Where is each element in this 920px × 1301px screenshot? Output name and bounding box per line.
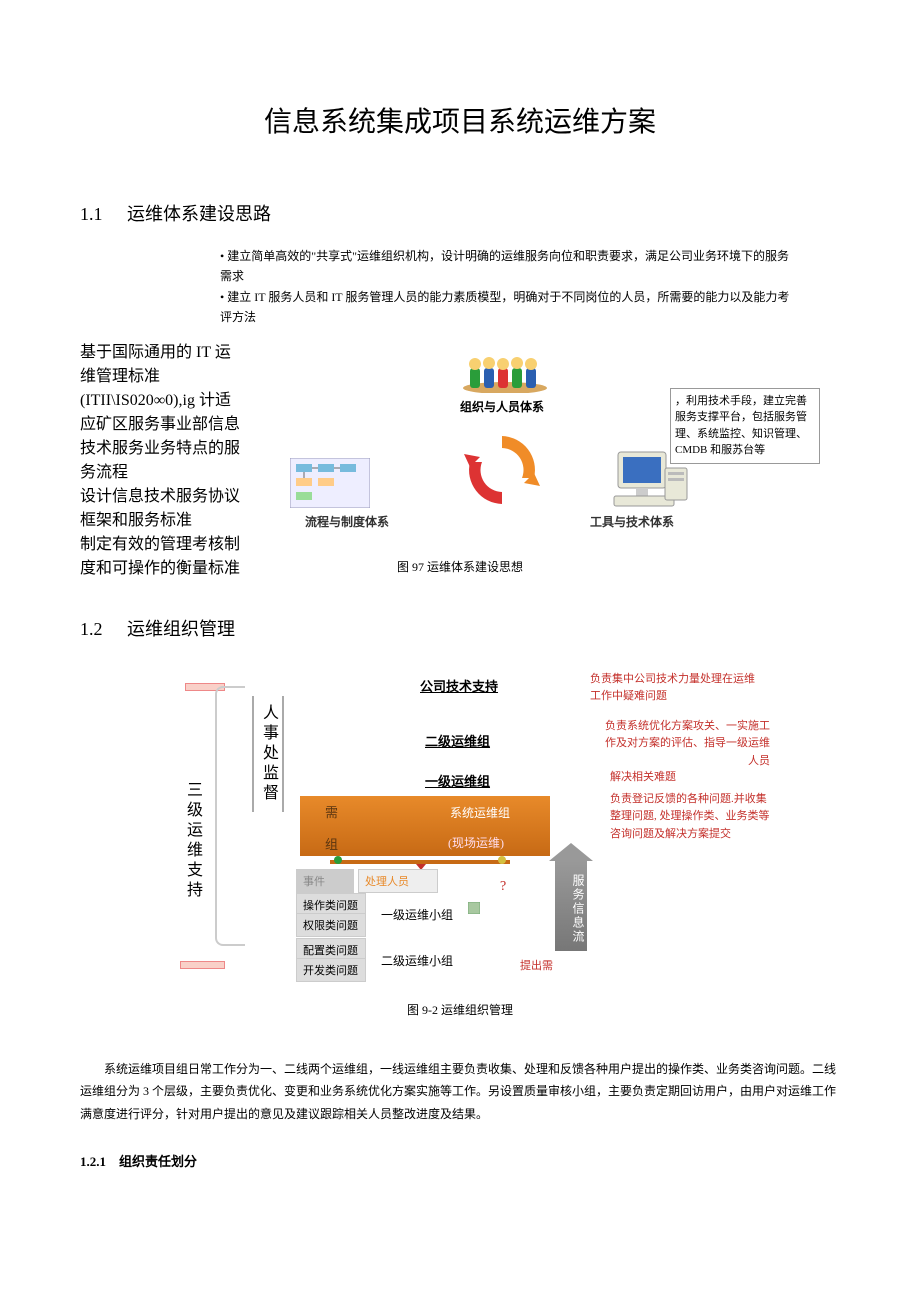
section-1-2-num: 1.2 [80, 619, 103, 639]
fig97-process-label: 流程与制度体系 [305, 513, 389, 530]
orange-ops-box: 需 系统运维组 组 (现场运维) [300, 796, 550, 856]
question-mark-icon: ? [500, 879, 506, 895]
section-1-2-heading: 1.2 运维组织管理 [80, 615, 840, 641]
cell-perm: 权限类问题 [296, 913, 366, 937]
section-1-1-num: 1.1 [80, 204, 103, 224]
bracket-icon [215, 686, 245, 946]
service-flow-arrow: 服务信息流 [555, 861, 587, 951]
bullet-item: 建立简单高效的"共享式"运维组织机构，设计明确的运维服务向位和职责要求，满足公司… [220, 246, 800, 287]
bullet-list: 建立简单高效的"共享式"运维组织机构，设计明确的运维服务向位和职责要求，满足公司… [220, 246, 800, 328]
cell-processor: 处理人员 [358, 869, 438, 893]
section-1-2-1-num: 1.2.1 [80, 1154, 106, 1169]
orange-text-4: (现场运维) [448, 834, 504, 851]
bullet-item: 建立 IT 服务人员和 IT 服务管理人员的能力素质模型，明确对于不同岗位的人员… [220, 287, 800, 328]
fig97-left-textbox: 基于国际通用的 IT 运维管理标准 (ITII\IS020∞0),ig 计适应矿… [80, 338, 240, 578]
square-icon [468, 901, 480, 919]
orange-text-2: 系统运维组 [450, 804, 510, 821]
process-diagram-icon [290, 458, 370, 513]
vt-three-tier: 三级运维支持 [180, 781, 204, 901]
fig97-org-label: 组织与人员体系 [460, 398, 544, 415]
cell-dev: 开发类问题 [296, 958, 366, 982]
tier-level2: 二级运维组 [425, 731, 490, 750]
section-1-1-title: 运维体系建设思路 [127, 204, 271, 224]
people-icon [460, 348, 550, 398]
cell-team1: 一级运维小组 [375, 903, 465, 926]
figure-97: 基于国际通用的 IT 运维管理标准 (ITII\IS020∞0),ig 计适应矿… [80, 338, 840, 548]
vt-hr-supervise: 人事处监督 [252, 696, 284, 812]
demand-text: 提出需 [520, 957, 553, 973]
orange-text-1: 需 [325, 802, 338, 821]
section-1-1-heading: 1.1 运维体系建设思路 [80, 200, 840, 226]
red-note-1: 负责系统优化方案攻关、一实施工作及对方案的评估、指导一级运维人员 [600, 718, 770, 771]
red-note-2: 解决相关难题 [610, 769, 750, 787]
red-note-3: 负责登记反馈的各种问题.并收集整理问题, 处理操作类、业务类等咨询问题及解决方案… [610, 791, 770, 844]
red-note-0: 负责集中公司技术力量处理在运维工作中疑难问题 [590, 671, 760, 706]
orange-text-3: 组 [325, 834, 338, 853]
section-1-2-title: 运维组织管理 [127, 619, 235, 639]
cell-team2: 二级运维小组 [375, 949, 465, 972]
cell-event: 事件 [296, 869, 354, 893]
body-paragraph: 系统运维项目组日常工作分为一、二线两个运维组，一线运维组主要负责收集、处理和反馈… [80, 1058, 840, 1126]
section-1-2-1-heading: 1.2.1 组织责任划分 [80, 1151, 840, 1170]
section-1-2-1-title: 组织责任划分 [119, 1154, 197, 1169]
fig92-caption: 图 9-2 运维组织管理 [80, 1001, 840, 1018]
tier-company: 公司技术支持 [420, 676, 498, 695]
fig97-tools-label: 工具与技术体系 [590, 513, 674, 530]
pink-marker-icon [180, 961, 225, 969]
circular-arrows-icon [460, 428, 545, 518]
doc-title: 信息系统集成项目系统运维方案 [80, 100, 840, 140]
tier-level1: 一级运维组 [425, 771, 490, 790]
figure-92: 三级运维支持 人事处监督 公司技术支持 二级运维组 一级运维组 需 系统运维组 … [80, 661, 840, 991]
fig97-right-textbox: ，利用技术手段，建立完善服务支撑平台，包括服务管理、系统监控、知识管理、CMDB… [670, 388, 820, 464]
